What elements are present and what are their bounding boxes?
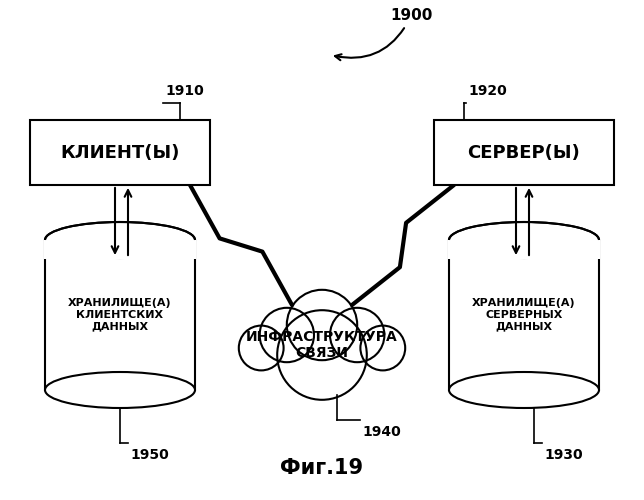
Text: ХРАНИЛИЩЕ(А)
СЕРВЕРНЫХ
ДАННЫХ: ХРАНИЛИЩЕ(А) СЕРВЕРНЫХ ДАННЫХ <box>472 298 576 332</box>
Text: 1920: 1920 <box>468 84 507 98</box>
Text: ИНФРАСТРУКТУРА
СВЯЗИ: ИНФРАСТРУКТУРА СВЯЗИ <box>246 330 398 360</box>
Text: СЕРВЕР(Ы): СЕРВЕР(Ы) <box>468 144 580 162</box>
Ellipse shape <box>449 222 599 258</box>
Text: 1910: 1910 <box>165 84 204 98</box>
Circle shape <box>330 308 384 362</box>
Text: КЛИЕНТ(Ы): КЛИЕНТ(Ы) <box>61 144 180 162</box>
Circle shape <box>361 326 405 370</box>
Circle shape <box>277 310 367 400</box>
Polygon shape <box>30 120 210 185</box>
Text: 1900: 1900 <box>335 8 432 60</box>
Ellipse shape <box>449 372 599 408</box>
Polygon shape <box>448 240 600 259</box>
Circle shape <box>239 326 283 370</box>
Text: ХРАНИЛИЩЕ(А)
КЛИЕНТСКИХ
ДАННЫХ: ХРАНИЛИЩЕ(А) КЛИЕНТСКИХ ДАННЫХ <box>68 298 172 332</box>
Text: 1930: 1930 <box>544 448 583 462</box>
Polygon shape <box>449 240 599 390</box>
Text: Фиг.19: Фиг.19 <box>280 458 364 478</box>
Polygon shape <box>45 240 195 390</box>
Ellipse shape <box>45 222 195 258</box>
Polygon shape <box>434 120 614 185</box>
Polygon shape <box>44 240 196 259</box>
Text: 1940: 1940 <box>362 425 401 439</box>
Ellipse shape <box>45 372 195 408</box>
Text: 1950: 1950 <box>130 448 169 462</box>
Circle shape <box>287 290 357 360</box>
Circle shape <box>260 308 314 362</box>
